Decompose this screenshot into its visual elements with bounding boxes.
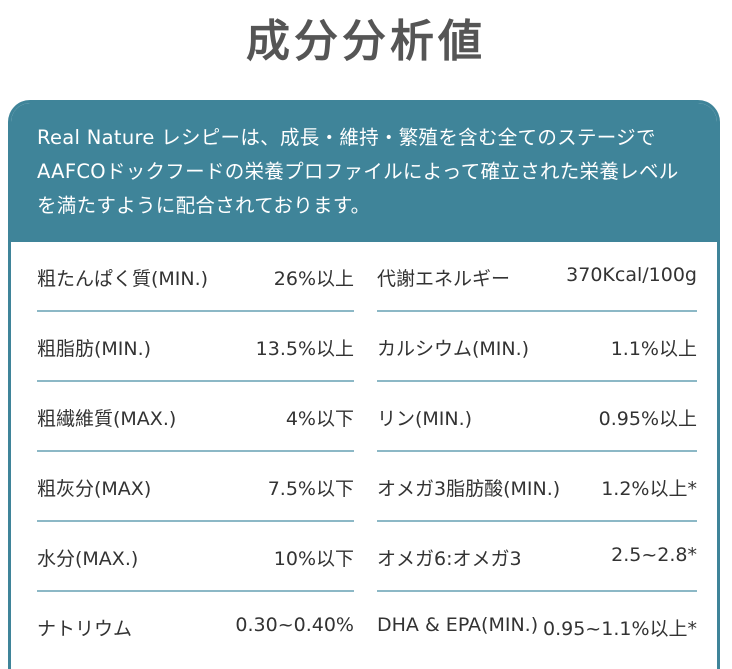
row-divider [377, 590, 697, 592]
row-divider [377, 310, 697, 312]
row-divider [37, 310, 354, 312]
right-column: 代謝エネルギー 370Kcal/100g カルシウム(MIN.) 1.1%以上 … [377, 242, 697, 662]
nutrient-row: 粗灰分(MAX) 7.5%以下 [37, 452, 354, 522]
nutrient-value: 1.1%以上 [610, 338, 697, 360]
page-title: 成分分析値 [246, 16, 486, 67]
nutrient-value: 0.95%以上 [598, 408, 697, 430]
nutrient-row: オメガ3脂肪酸(MIN.) 1.2%以上* [377, 452, 697, 522]
row-divider [37, 590, 354, 592]
nutrient-row: 粗繊維質(MAX.) 4%以下 [37, 382, 354, 452]
nutrient-label: 水分(MAX.) [37, 548, 139, 570]
nutrient-row: カルシウム(MIN.) 1.1%以上 [377, 312, 697, 382]
nutrient-label: 粗繊維質(MAX.) [37, 408, 177, 430]
left-column: 粗たんぱく質(MIN.) 26%以上 粗脂肪(MIN.) 13.5%以上 粗繊維… [37, 242, 354, 662]
row-divider [377, 380, 697, 382]
nutrient-label: リン(MIN.) [377, 408, 473, 430]
nutrient-label: 代謝エネルギー [377, 268, 511, 290]
nutrient-value: 0.30~0.40% [235, 614, 354, 636]
nutrient-value: 1.2%以上* [601, 478, 697, 500]
row-divider [37, 450, 354, 452]
nutrition-card: Real Nature レシピーは、成長・維持・繁殖を含む全てのステージで AA… [8, 100, 720, 669]
nutrient-label: 粗たんぱく質(MIN.) [37, 268, 209, 290]
nutrient-value: 0.95~1.1%以上* [543, 618, 697, 640]
nutrient-value: 4%以下 [285, 408, 354, 430]
nutrient-row: ナトリウム 0.30~0.40% [37, 592, 354, 662]
nutrient-label: オメガ3脂肪酸(MIN.) [377, 478, 561, 500]
nutrient-label: 粗脂肪(MIN.) [37, 338, 152, 360]
row-divider [37, 380, 354, 382]
nutrient-label: オメガ6:オメガ3 [377, 548, 522, 570]
card-header: Real Nature レシピーは、成長・維持・繁殖を含む全てのステージで AA… [11, 103, 717, 242]
nutrient-row: リン(MIN.) 0.95%以上 [377, 382, 697, 452]
nutrient-row: オメガ6:オメガ3 2.5~2.8* [377, 522, 697, 592]
nutrient-label: DHA & EPA(MIN.) [377, 614, 539, 636]
nutrient-label: 粗灰分(MAX) [37, 478, 152, 500]
nutrient-value: 13.5%以上 [255, 338, 354, 360]
nutrient-row: DHA & EPA(MIN.) 0.95~1.1%以上* [377, 592, 697, 662]
nutrient-value: 7.5%以下 [267, 478, 354, 500]
nutrient-value: 10%以下 [273, 548, 354, 570]
row-divider [377, 520, 697, 522]
row-divider [37, 520, 354, 522]
nutrient-row: 粗脂肪(MIN.) 13.5%以上 [37, 312, 354, 382]
nutrient-label: ナトリウム [37, 618, 133, 640]
nutrient-row: 代謝エネルギー 370Kcal/100g [377, 242, 697, 312]
nutrient-value: 26%以上 [273, 268, 354, 290]
nutrient-value: 370Kcal/100g [566, 264, 697, 286]
nutrient-row: 水分(MAX.) 10%以下 [37, 522, 354, 592]
nutrient-label: カルシウム(MIN.) [377, 338, 530, 360]
row-divider [377, 450, 697, 452]
nutrient-value: 2.5~2.8* [611, 544, 697, 566]
nutrient-row: 粗たんぱく質(MIN.) 26%以上 [37, 242, 354, 312]
